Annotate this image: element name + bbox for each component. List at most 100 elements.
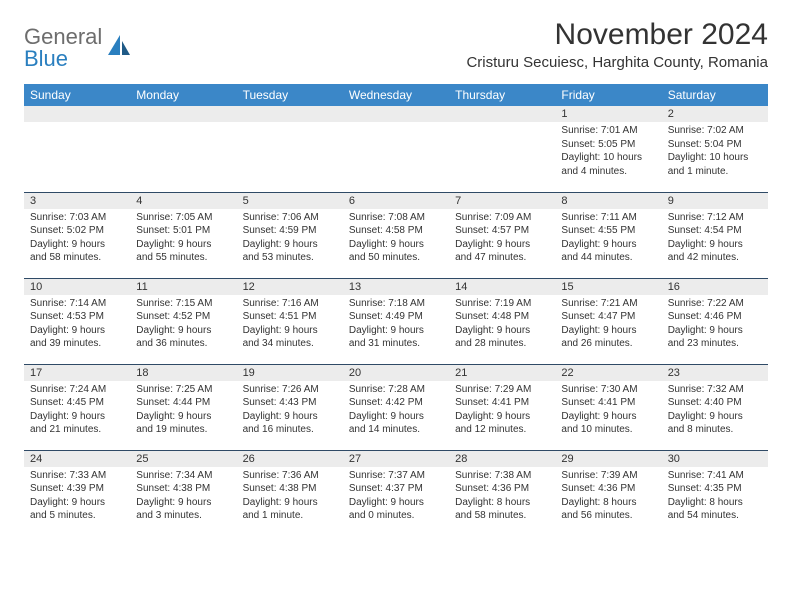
- day-detail-line: Sunrise: 7:33 AM: [30, 469, 124, 483]
- calendar-day-cell: 3Sunrise: 7:03 AMSunset: 5:02 PMDaylight…: [24, 192, 130, 278]
- day-number: 16: [662, 279, 768, 295]
- day-detail-line: Daylight: 9 hours and 53 minutes.: [243, 238, 337, 265]
- day-detail-line: Sunrise: 7:06 AM: [243, 211, 337, 225]
- calendar-day-cell: [130, 106, 236, 192]
- day-detail-line: Daylight: 9 hours and 36 minutes.: [136, 324, 230, 351]
- weekday-header-cell: Friday: [555, 84, 661, 106]
- weekday-header-cell: Thursday: [449, 84, 555, 106]
- day-details: Sunrise: 7:02 AMSunset: 5:04 PMDaylight:…: [662, 122, 768, 184]
- day-detail-line: Sunset: 4:47 PM: [561, 310, 655, 324]
- brand-logo: General Blue: [24, 24, 132, 72]
- calendar-day-cell: [237, 106, 343, 192]
- day-details: Sunrise: 7:30 AMSunset: 4:41 PMDaylight:…: [555, 381, 661, 443]
- day-detail-line: Sunrise: 7:26 AM: [243, 383, 337, 397]
- day-details: Sunrise: 7:29 AMSunset: 4:41 PMDaylight:…: [449, 381, 555, 443]
- day-number: [343, 106, 449, 122]
- day-detail-line: Sunrise: 7:18 AM: [349, 297, 443, 311]
- day-details: Sunrise: 7:15 AMSunset: 4:52 PMDaylight:…: [130, 295, 236, 357]
- day-details: Sunrise: 7:14 AMSunset: 4:53 PMDaylight:…: [24, 295, 130, 357]
- title-block: November 2024 Cristuru Secuiesc, Harghit…: [466, 18, 768, 71]
- day-detail-line: Sunset: 4:59 PM: [243, 224, 337, 238]
- calendar-day-cell: 4Sunrise: 7:05 AMSunset: 5:01 PMDaylight…: [130, 192, 236, 278]
- calendar-day-cell: 11Sunrise: 7:15 AMSunset: 4:52 PMDayligh…: [130, 278, 236, 364]
- day-detail-line: Sunrise: 7:28 AM: [349, 383, 443, 397]
- day-details: Sunrise: 7:34 AMSunset: 4:38 PMDaylight:…: [130, 467, 236, 529]
- day-detail-line: Daylight: 9 hours and 28 minutes.: [455, 324, 549, 351]
- calendar-day-cell: 14Sunrise: 7:19 AMSunset: 4:48 PMDayligh…: [449, 278, 555, 364]
- day-detail-line: Daylight: 9 hours and 10 minutes.: [561, 410, 655, 437]
- calendar-day-cell: 25Sunrise: 7:34 AMSunset: 4:38 PMDayligh…: [130, 450, 236, 536]
- calendar-day-cell: 8Sunrise: 7:11 AMSunset: 4:55 PMDaylight…: [555, 192, 661, 278]
- day-detail-line: Daylight: 9 hours and 21 minutes.: [30, 410, 124, 437]
- day-detail-line: Daylight: 9 hours and 26 minutes.: [561, 324, 655, 351]
- day-detail-line: Sunrise: 7:32 AM: [668, 383, 762, 397]
- day-details: Sunrise: 7:16 AMSunset: 4:51 PMDaylight:…: [237, 295, 343, 357]
- day-details: Sunrise: 7:09 AMSunset: 4:57 PMDaylight:…: [449, 209, 555, 271]
- day-number: 26: [237, 451, 343, 467]
- day-detail-line: Sunset: 4:46 PM: [668, 310, 762, 324]
- day-detail-line: Sunrise: 7:03 AM: [30, 211, 124, 225]
- day-detail-line: Sunset: 5:01 PM: [136, 224, 230, 238]
- calendar-day-cell: [343, 106, 449, 192]
- calendar-day-cell: 16Sunrise: 7:22 AMSunset: 4:46 PMDayligh…: [662, 278, 768, 364]
- calendar-week-row: 24Sunrise: 7:33 AMSunset: 4:39 PMDayligh…: [24, 450, 768, 536]
- day-number: 3: [24, 193, 130, 209]
- calendar-day-cell: 15Sunrise: 7:21 AMSunset: 4:47 PMDayligh…: [555, 278, 661, 364]
- calendar-day-cell: 28Sunrise: 7:38 AMSunset: 4:36 PMDayligh…: [449, 450, 555, 536]
- calendar-day-cell: 26Sunrise: 7:36 AMSunset: 4:38 PMDayligh…: [237, 450, 343, 536]
- day-detail-line: Sunset: 4:36 PM: [561, 482, 655, 496]
- day-detail-line: Sunset: 4:52 PM: [136, 310, 230, 324]
- day-detail-line: Sunrise: 7:14 AM: [30, 297, 124, 311]
- calendar-day-cell: 1Sunrise: 7:01 AMSunset: 5:05 PMDaylight…: [555, 106, 661, 192]
- day-detail-line: Daylight: 9 hours and 39 minutes.: [30, 324, 124, 351]
- day-detail-line: Sunrise: 7:05 AM: [136, 211, 230, 225]
- calendar-day-cell: 2Sunrise: 7:02 AMSunset: 5:04 PMDaylight…: [662, 106, 768, 192]
- day-detail-line: Sunset: 4:48 PM: [455, 310, 549, 324]
- day-detail-line: Sunset: 4:51 PM: [243, 310, 337, 324]
- day-detail-line: Sunrise: 7:29 AM: [455, 383, 549, 397]
- weekday-header-cell: Monday: [130, 84, 236, 106]
- calendar-table: SundayMondayTuesdayWednesdayThursdayFrid…: [24, 84, 768, 536]
- day-number: [130, 106, 236, 122]
- calendar-day-cell: 20Sunrise: 7:28 AMSunset: 4:42 PMDayligh…: [343, 364, 449, 450]
- day-details: Sunrise: 7:08 AMSunset: 4:58 PMDaylight:…: [343, 209, 449, 271]
- calendar-day-cell: 23Sunrise: 7:32 AMSunset: 4:40 PMDayligh…: [662, 364, 768, 450]
- page-header: General Blue November 2024 Cristuru Secu…: [24, 18, 768, 72]
- day-details: Sunrise: 7:19 AMSunset: 4:48 PMDaylight:…: [449, 295, 555, 357]
- day-detail-line: Daylight: 8 hours and 56 minutes.: [561, 496, 655, 523]
- day-number: 13: [343, 279, 449, 295]
- day-details: Sunrise: 7:39 AMSunset: 4:36 PMDaylight:…: [555, 467, 661, 529]
- logo-text-block: General Blue: [24, 24, 102, 72]
- day-number: [449, 106, 555, 122]
- day-number: 9: [662, 193, 768, 209]
- calendar-day-cell: 24Sunrise: 7:33 AMSunset: 4:39 PMDayligh…: [24, 450, 130, 536]
- weekday-header-cell: Saturday: [662, 84, 768, 106]
- day-detail-line: Daylight: 9 hours and 55 minutes.: [136, 238, 230, 265]
- day-number: 11: [130, 279, 236, 295]
- calendar-week-row: 10Sunrise: 7:14 AMSunset: 4:53 PMDayligh…: [24, 278, 768, 364]
- day-details: Sunrise: 7:11 AMSunset: 4:55 PMDaylight:…: [555, 209, 661, 271]
- calendar-day-cell: 9Sunrise: 7:12 AMSunset: 4:54 PMDaylight…: [662, 192, 768, 278]
- calendar-day-cell: 30Sunrise: 7:41 AMSunset: 4:35 PMDayligh…: [662, 450, 768, 536]
- calendar-day-cell: [24, 106, 130, 192]
- calendar-day-cell: 13Sunrise: 7:18 AMSunset: 4:49 PMDayligh…: [343, 278, 449, 364]
- day-details: Sunrise: 7:26 AMSunset: 4:43 PMDaylight:…: [237, 381, 343, 443]
- day-details: Sunrise: 7:38 AMSunset: 4:36 PMDaylight:…: [449, 467, 555, 529]
- calendar-body: 1Sunrise: 7:01 AMSunset: 5:05 PMDaylight…: [24, 106, 768, 536]
- weekday-header-cell: Sunday: [24, 84, 130, 106]
- day-detail-line: Sunset: 4:53 PM: [30, 310, 124, 324]
- day-detail-line: Sunset: 5:02 PM: [30, 224, 124, 238]
- day-detail-line: Daylight: 9 hours and 42 minutes.: [668, 238, 762, 265]
- day-detail-line: Sunrise: 7:09 AM: [455, 211, 549, 225]
- day-number: 27: [343, 451, 449, 467]
- month-title: November 2024: [466, 18, 768, 52]
- day-detail-line: Sunrise: 7:37 AM: [349, 469, 443, 483]
- calendar-day-cell: 7Sunrise: 7:09 AMSunset: 4:57 PMDaylight…: [449, 192, 555, 278]
- day-detail-line: Sunset: 4:36 PM: [455, 482, 549, 496]
- day-number: 12: [237, 279, 343, 295]
- calendar-day-cell: [449, 106, 555, 192]
- day-detail-line: Sunset: 4:39 PM: [30, 482, 124, 496]
- day-detail-line: Daylight: 9 hours and 44 minutes.: [561, 238, 655, 265]
- day-detail-line: Sunrise: 7:19 AM: [455, 297, 549, 311]
- calendar-day-cell: 12Sunrise: 7:16 AMSunset: 4:51 PMDayligh…: [237, 278, 343, 364]
